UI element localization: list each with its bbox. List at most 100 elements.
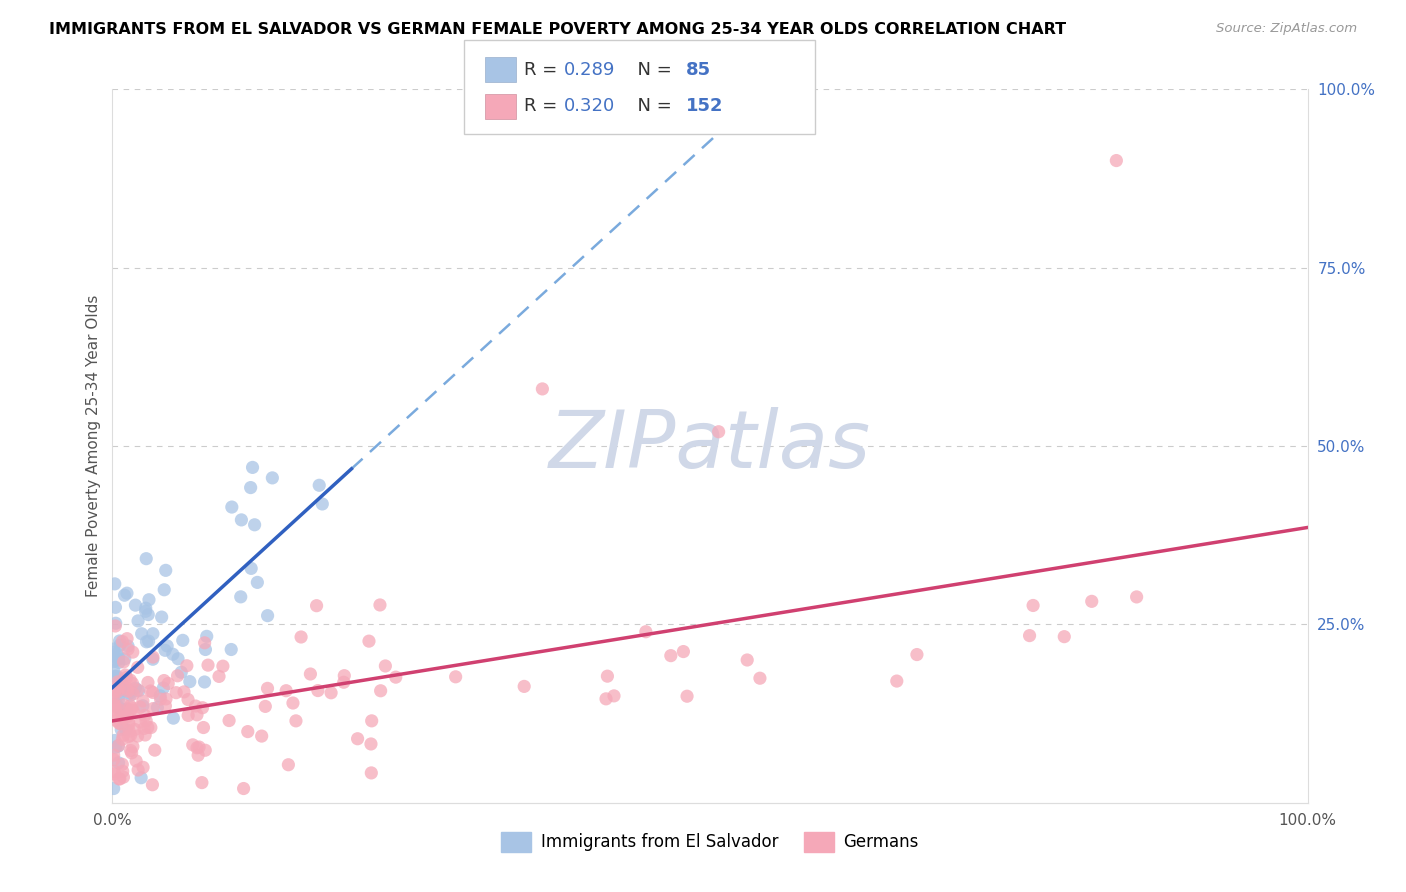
Point (104, 740, 127, 755)
Point (108, 772, 131, 786)
Point (1125, 590, 1147, 604)
Point (108, 675, 131, 690)
Point (277, 757, 299, 772)
Point (132, 694, 155, 708)
Point (155, 563, 177, 577)
Point (173, 685, 195, 699)
Point (104, 616, 127, 631)
Point (240, 561, 263, 575)
Point (107, 652, 129, 666)
Point (104, 669, 127, 683)
Point (132, 722, 155, 736)
Point (194, 642, 217, 657)
Point (157, 676, 180, 690)
Point (231, 513, 253, 527)
Point (735, 653, 758, 667)
Point (122, 739, 145, 754)
Point (153, 673, 176, 688)
Point (155, 692, 177, 706)
Point (143, 743, 166, 757)
Point (162, 647, 184, 661)
Point (121, 645, 143, 659)
Point (197, 658, 219, 673)
Point (139, 721, 162, 735)
Text: R =: R = (524, 61, 564, 78)
Point (139, 684, 162, 698)
Point (112, 770, 135, 784)
Point (105, 714, 128, 728)
Point (107, 681, 129, 696)
Point (307, 683, 329, 698)
Point (142, 652, 165, 666)
Point (108, 703, 131, 717)
Text: 0.320: 0.320 (564, 97, 614, 115)
Point (120, 698, 142, 713)
Point (112, 702, 135, 716)
Point (346, 731, 368, 746)
Point (659, 648, 682, 663)
Point (124, 598, 146, 612)
Point (127, 763, 149, 777)
Point (162, 711, 184, 725)
Point (672, 644, 695, 658)
Point (176, 658, 198, 673)
Point (108, 656, 131, 670)
Point (118, 724, 141, 739)
Point (129, 714, 152, 729)
Point (299, 667, 322, 681)
Point (142, 626, 165, 640)
Point (305, 599, 328, 613)
Point (142, 685, 165, 699)
Point (114, 668, 136, 682)
Point (108, 638, 131, 652)
Point (107, 674, 129, 689)
Point (146, 700, 169, 714)
Point (125, 754, 148, 768)
Point (115, 702, 138, 716)
Point (246, 575, 269, 590)
Point (156, 639, 179, 653)
Point (308, 478, 330, 492)
Point (135, 604, 157, 618)
Point (707, 425, 730, 439)
Point (127, 614, 149, 628)
Point (129, 700, 152, 714)
Text: ZIPatlas: ZIPatlas (548, 407, 872, 485)
Point (194, 636, 217, 650)
Point (262, 471, 284, 485)
Point (1053, 630, 1076, 644)
Point (360, 714, 382, 728)
Point (112, 683, 135, 698)
Point (187, 748, 209, 763)
Point (105, 698, 128, 713)
Point (103, 655, 125, 669)
Point (177, 708, 200, 723)
Point (103, 747, 125, 762)
Point (134, 728, 156, 742)
Point (905, 648, 928, 662)
Point (115, 681, 138, 696)
Point (184, 699, 207, 714)
Point (149, 689, 172, 703)
Point (229, 590, 252, 604)
Point (370, 683, 392, 698)
Point (121, 746, 143, 760)
Point (131, 626, 153, 640)
Point (135, 601, 157, 615)
Point (118, 715, 141, 730)
Point (104, 619, 127, 633)
Point (219, 642, 242, 657)
Point (531, 382, 554, 396)
Point (374, 659, 396, 673)
Point (256, 681, 278, 696)
Point (103, 753, 125, 767)
Point (748, 671, 770, 685)
Point (191, 700, 214, 714)
Point (111, 732, 134, 747)
Legend: Immigrants from El Salvador, Germans: Immigrants from El Salvador, Germans (495, 825, 925, 859)
Point (103, 698, 125, 712)
Point (107, 739, 129, 753)
Point (104, 577, 127, 591)
Point (141, 778, 163, 792)
Point (107, 693, 129, 707)
